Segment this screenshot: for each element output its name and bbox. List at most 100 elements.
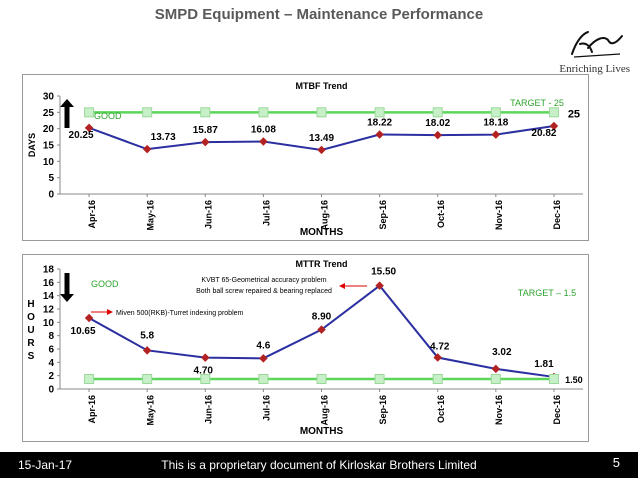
good-label: GOOD bbox=[94, 111, 122, 121]
data-point bbox=[142, 346, 152, 355]
data-label: 13.49 bbox=[309, 133, 334, 144]
data-label: 8.90 bbox=[312, 312, 332, 323]
y-axis-title-letter: H bbox=[27, 299, 34, 310]
target-marker bbox=[374, 107, 385, 118]
y-tick-label: 12 bbox=[43, 305, 55, 316]
x-tick-label: Nov-16 bbox=[494, 200, 504, 230]
target-marker bbox=[316, 374, 327, 384]
y-tick-label: 15 bbox=[43, 141, 55, 152]
y-axis-title-letter: R bbox=[27, 338, 35, 349]
data-point bbox=[491, 364, 501, 374]
x-tick-label: Sep-16 bbox=[378, 395, 388, 425]
x-tick-label: Dec-16 bbox=[552, 395, 562, 425]
y-tick-label: 16 bbox=[43, 278, 55, 289]
target-end-label: 25 bbox=[568, 108, 580, 120]
y-tick-label: 10 bbox=[43, 318, 55, 329]
target-marker bbox=[490, 374, 501, 384]
y-tick-label: 18 bbox=[43, 265, 55, 276]
footer-bar: 15-Jan-17 This is a proprietary document… bbox=[0, 452, 638, 478]
data-label: 18.18 bbox=[483, 118, 508, 129]
kirloskar-logo bbox=[566, 24, 628, 62]
target-marker bbox=[142, 107, 153, 118]
data-point bbox=[317, 145, 326, 155]
y-tick-label: 2 bbox=[48, 371, 54, 382]
data-label: 10.65 bbox=[71, 326, 96, 337]
data-label: 18.02 bbox=[425, 118, 450, 129]
target-marker bbox=[374, 374, 385, 384]
data-label: 20.82 bbox=[531, 128, 556, 139]
x-tick-label: Sep-16 bbox=[378, 200, 388, 230]
data-label: 4.72 bbox=[430, 342, 450, 353]
footer-date: 15-Jan-17 bbox=[18, 458, 73, 472]
y-tick-label: 25 bbox=[43, 108, 55, 119]
target-marker bbox=[432, 107, 443, 118]
data-point bbox=[142, 144, 152, 154]
x-tick-label: Aug-16 bbox=[320, 200, 330, 231]
y-tick-label: 0 bbox=[48, 190, 54, 201]
y-tick-label: 5 bbox=[48, 173, 54, 184]
y-tick-label: 4 bbox=[48, 358, 54, 369]
x-tick-label: Nov-16 bbox=[494, 395, 504, 425]
target-marker bbox=[258, 107, 269, 118]
x-tick-label: Aug-16 bbox=[320, 395, 330, 426]
target-marker bbox=[548, 107, 559, 118]
data-point bbox=[259, 354, 268, 363]
x-axis-title: MONTHS bbox=[300, 426, 344, 437]
data-label: 13.73 bbox=[151, 132, 176, 143]
annotation-text: KVBT 65-Geometrical accuracy problem bbox=[201, 277, 326, 284]
y-tick-label: 14 bbox=[43, 291, 55, 302]
annotation-text: Both ball screw repaired & bearing repla… bbox=[196, 288, 332, 295]
target-end-label: 1.50 bbox=[565, 375, 583, 385]
mtbf-chart-svg: MTBF Trend 0 5 10 15 20 25 30 Apr-16 May-16 Jun-16… bbox=[27, 81, 583, 238]
data-point bbox=[259, 137, 268, 146]
x-tick-label: May-16 bbox=[145, 200, 155, 231]
data-point bbox=[375, 281, 384, 290]
annotation-arrow-head bbox=[339, 283, 345, 289]
y-tick-label: 0 bbox=[48, 385, 54, 396]
target-label: TARGET - 25 bbox=[510, 98, 564, 108]
mtbf-chart: MTBF Trend 0 5 10 15 20 25 30 Apr-16 May-16 Jun-16… bbox=[22, 74, 589, 241]
chart-title: MTTR Trend bbox=[296, 259, 348, 269]
target-marker bbox=[316, 107, 327, 118]
x-tick-label: Jul-16 bbox=[262, 200, 272, 226]
target-marker bbox=[84, 374, 95, 384]
mttr-chart-svg: MTTR Trend 0 2 4 6 8 10 12 14 16 18 Apr-16 May-16 Jun… bbox=[27, 259, 583, 437]
target-marker bbox=[258, 374, 269, 384]
x-tick-label: May-16 bbox=[145, 395, 155, 426]
data-point bbox=[317, 325, 326, 334]
x-tick-label: Jul-16 bbox=[262, 395, 272, 421]
target-marker bbox=[200, 374, 211, 384]
annotation-text: Miven 500(RKB)-Turret indexing problem bbox=[116, 310, 244, 317]
slide-title: SMPD Equipment – Maintenance Performance bbox=[154, 6, 484, 23]
y-tick-label: 20 bbox=[43, 124, 55, 135]
data-label: 16.08 bbox=[251, 124, 276, 135]
target-marker bbox=[432, 374, 443, 384]
x-tick-label: Apr-16 bbox=[87, 200, 97, 229]
y-tick-label: 10 bbox=[43, 157, 55, 168]
y-tick-label: 6 bbox=[48, 345, 54, 356]
target-marker bbox=[200, 107, 211, 118]
page-number: 5 bbox=[612, 455, 620, 470]
data-label: 4.70 bbox=[194, 366, 214, 377]
data-point bbox=[375, 130, 384, 139]
data-label: 18.22 bbox=[367, 117, 392, 128]
y-axis-title-letter: U bbox=[27, 325, 34, 336]
x-tick-label: Oct-16 bbox=[436, 395, 446, 423]
x-axis-title: MONTHS bbox=[300, 227, 344, 238]
y-axis-title-letter: S bbox=[28, 351, 35, 362]
target-marker bbox=[142, 374, 153, 384]
data-label: 3.02 bbox=[492, 347, 512, 358]
data-point bbox=[84, 313, 94, 323]
data-label: 20.25 bbox=[69, 130, 94, 141]
x-tick-label: Oct-16 bbox=[436, 200, 446, 228]
x-tick-label: Jun-16 bbox=[203, 395, 213, 424]
chart-title: MTBF Trend bbox=[296, 81, 348, 91]
data-point bbox=[433, 353, 442, 362]
data-point bbox=[201, 353, 210, 362]
data-label: 1.81 bbox=[534, 359, 554, 370]
good-label: GOOD bbox=[91, 279, 119, 289]
data-label: 15.50 bbox=[371, 267, 396, 278]
x-tick-label: Dec-16 bbox=[552, 200, 562, 230]
target-label: TARGET – 1.5 bbox=[518, 288, 576, 298]
data-point bbox=[491, 130, 501, 139]
